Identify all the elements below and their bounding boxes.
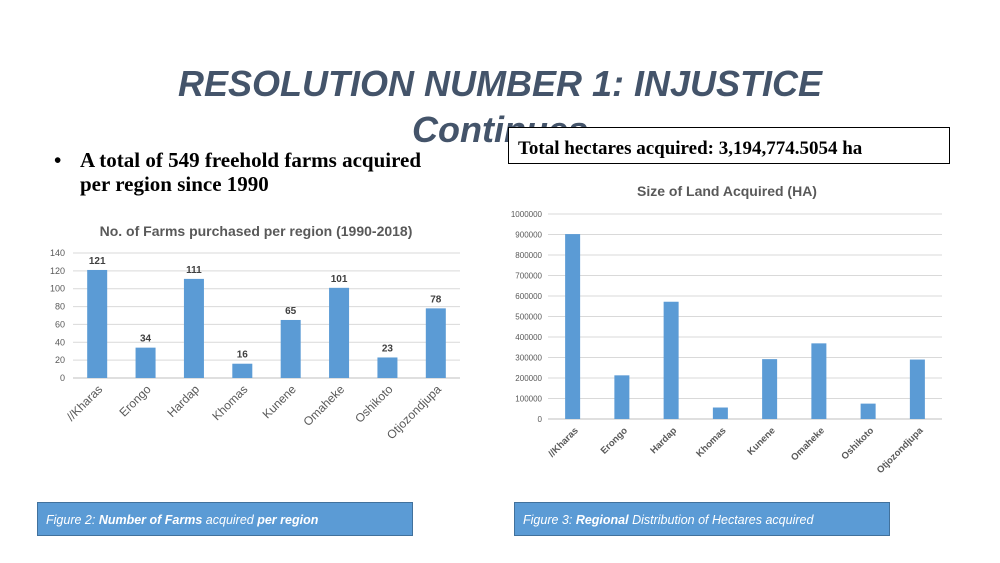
caption2-prefix: Figure 3:: [523, 513, 576, 527]
y-tick-label: 20: [55, 355, 65, 365]
y-tick-label: 100000: [515, 395, 542, 404]
caption1-middle: acquired: [202, 513, 258, 527]
caption1-emphasis: Number of Farms: [98, 513, 203, 527]
y-tick-label: 100: [50, 284, 65, 294]
category-label: Erongo: [599, 425, 630, 456]
y-tick-label: 300000: [515, 354, 542, 363]
bullet-marker: •: [54, 148, 62, 172]
y-tick-label: 200000: [515, 374, 542, 383]
bar: [425, 308, 446, 378]
bar: [909, 359, 925, 419]
bar: [614, 375, 630, 419]
bar: [232, 363, 253, 378]
caption1-suffix: per region: [257, 513, 319, 527]
y-tick-label: 0: [538, 415, 543, 424]
bar: [329, 287, 350, 378]
bar: [762, 359, 778, 419]
bullet-point: • A total of 549 freehold farms acquired…: [54, 148, 454, 196]
bar: [87, 269, 108, 378]
y-tick-label: 80: [55, 302, 65, 312]
bar: [663, 301, 679, 419]
bar: [565, 234, 581, 419]
chart-title: No. of Farms purchased per region (1990-…: [100, 223, 413, 239]
data-label: 65: [285, 306, 297, 317]
bar: [135, 347, 156, 378]
category-label: Kunene: [745, 425, 777, 457]
data-label: 23: [382, 343, 394, 354]
data-label: 111: [186, 265, 202, 276]
y-tick-label: 800000: [515, 251, 542, 260]
category-label: Otjozondjupa: [875, 425, 926, 476]
chart-title: Size of Land Acquired (HA): [637, 183, 817, 199]
y-tick-label: 400000: [515, 333, 542, 342]
category-label: Hardap: [648, 425, 679, 456]
data-label: 34: [140, 334, 152, 345]
category-label: Khomas: [694, 425, 728, 459]
bar: [811, 343, 827, 419]
total-hectares-box: Total hectares acquired: 3,194,774.5054 …: [508, 127, 950, 164]
bar: [712, 407, 728, 419]
y-tick-label: 600000: [515, 292, 542, 301]
figure-3-caption: Figure 3: Regional Distribution of Hecta…: [514, 502, 890, 536]
figure-2-caption: Figure 2: Number of Farms acquired per r…: [37, 502, 413, 536]
data-label: 121: [89, 256, 106, 267]
y-tick-label: 500000: [515, 313, 542, 322]
caption2-emphasis: Regional: [575, 513, 629, 527]
bullet-text: A total of 549 freehold farms acquired p…: [80, 148, 422, 196]
y-tick-label: 0: [60, 373, 65, 383]
bar: [280, 319, 301, 378]
y-tick-label: 40: [55, 337, 65, 347]
category-label: Oshikoto: [839, 425, 876, 462]
y-tick-label: 140: [50, 248, 65, 258]
slide-title-line1: RESOLUTION NUMBER 1: INJUSTICE: [177, 63, 823, 104]
data-label: 16: [237, 350, 249, 361]
bar: [860, 403, 876, 419]
bar: [183, 278, 204, 378]
data-label: 101: [331, 274, 348, 285]
y-tick-label: 700000: [515, 272, 542, 281]
y-tick-label: 120: [50, 266, 65, 276]
caption2-suffix: Distribution of Hectares acquired: [628, 513, 814, 527]
y-tick-label: 60: [55, 319, 65, 329]
bar: [377, 357, 398, 378]
data-label: 78: [430, 294, 442, 305]
y-tick-label: 900000: [515, 231, 542, 240]
y-tick-label: 1000000: [511, 210, 543, 219]
category-label: //Kharas: [546, 425, 580, 459]
category-label: Omaheke: [789, 425, 827, 463]
caption1-prefix: Figure 2:: [46, 513, 99, 527]
